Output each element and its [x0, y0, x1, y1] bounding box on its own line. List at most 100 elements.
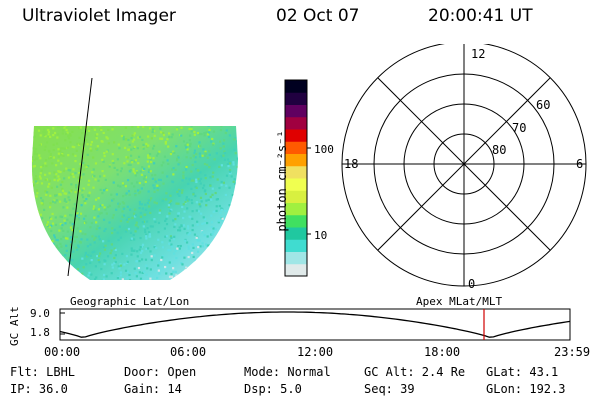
image-speckle: [93, 128, 97, 131]
image-speckle: [97, 197, 100, 200]
image-speckle: [34, 279, 37, 280]
image-speckle: [103, 152, 106, 155]
image-speckle: [149, 268, 152, 271]
image-speckle: [233, 138, 236, 141]
image-speckle: [51, 269, 54, 272]
image-speckle: [142, 183, 145, 186]
image-speckle: [213, 158, 216, 161]
image-speckle: [47, 254, 51, 258]
image-speckle: [178, 194, 181, 197]
image-speckle: [150, 160, 153, 164]
image-speckle: [64, 254, 67, 257]
image-speckle: [35, 152, 38, 156]
image-speckle: [184, 144, 187, 147]
image-speckle: [129, 163, 132, 167]
image-speckle: [113, 228, 116, 231]
image-speckle: [130, 249, 134, 252]
image-speckle: [190, 126, 193, 128]
image-speckle: [85, 221, 88, 224]
image-speckle: [237, 199, 238, 202]
image-speckle: [64, 222, 67, 225]
image-speckle: [184, 239, 187, 242]
image-speckle: [127, 190, 131, 193]
image-speckle: [47, 224, 50, 228]
image-speckle: [202, 184, 206, 187]
image-speckle: [56, 179, 60, 182]
image-speckle: [76, 227, 79, 230]
image-speckle: [170, 275, 174, 279]
image-speckle: [205, 204, 208, 207]
image-speckle: [186, 142, 189, 145]
image-speckle: [49, 216, 52, 219]
image-speckle: [62, 260, 65, 263]
image-speckle: [100, 267, 103, 271]
image-speckle: [177, 156, 180, 159]
image-speckle: [167, 162, 170, 166]
image-speckle: [46, 221, 50, 224]
image-speckle: [93, 241, 96, 244]
image-speckle: [92, 186, 95, 189]
image-speckle: [130, 148, 133, 151]
image-speckle: [82, 266, 85, 269]
image-speckle: [240, 159, 242, 161]
image-speckle: [177, 188, 181, 191]
image-speckle: [104, 187, 108, 190]
image-speckle: [122, 214, 126, 217]
image-speckle: [199, 205, 202, 208]
image-speckle: [136, 250, 139, 253]
image-speckle: [180, 134, 183, 137]
image-speckle: [196, 131, 200, 135]
image-speckle: [190, 199, 193, 202]
image-speckle: [84, 164, 87, 167]
image-speckle: [156, 281, 158, 283]
image-speckle: [165, 192, 168, 195]
image-speckle: [125, 138, 128, 141]
image-speckle: [168, 136, 171, 139]
image-speckle: [160, 137, 163, 141]
image-speckle: [138, 200, 141, 204]
image-speckle: [31, 131, 34, 134]
image-speckle: [88, 271, 91, 275]
image-speckle: [187, 198, 191, 201]
image-speckle: [135, 260, 139, 263]
image-speckle: [214, 191, 217, 195]
orbit-plot: [59, 308, 571, 341]
image-speckle: [142, 220, 146, 223]
image-speckle: [96, 254, 99, 258]
image-speckle: [109, 252, 112, 255]
image-speckle: [204, 192, 207, 196]
image-speckle: [207, 251, 210, 254]
colorbar-swatches: [285, 80, 307, 277]
image-speckle: [193, 269, 196, 272]
image-speckle: [55, 194, 58, 197]
image-speckle: [67, 135, 70, 138]
image-speckle: [53, 234, 56, 237]
image-speckle: [170, 272, 173, 276]
image-speckle: [208, 128, 211, 132]
image-speckle: [125, 156, 128, 159]
glon-value: GLon: 192.3: [486, 382, 566, 396]
image-speckle: [89, 254, 92, 257]
image-speckle: [168, 275, 172, 278]
image-speckle: [100, 128, 103, 132]
image-speckle: [188, 270, 191, 273]
image-speckle: [43, 128, 46, 131]
image-speckle: [122, 202, 126, 205]
colorbar-tick-label-10: 10: [314, 229, 328, 242]
image-speckle: [160, 258, 163, 262]
image-speckle: [49, 156, 52, 159]
image-speckle: [181, 205, 184, 209]
image-speckle: [217, 221, 220, 224]
image-speckle: [230, 254, 233, 257]
image-speckle: [223, 275, 226, 278]
image-speckle: [88, 191, 91, 194]
image-speckle: [181, 189, 184, 192]
image-speckle: [87, 179, 91, 182]
image-speckle: [44, 135, 47, 138]
image-speckle: [95, 227, 98, 231]
image-speckle: [35, 126, 38, 128]
image-speckle: [31, 249, 34, 252]
image-speckle: [193, 279, 196, 280]
xtick-2359: 23:59: [554, 345, 591, 359]
image-speckle: [69, 221, 72, 224]
